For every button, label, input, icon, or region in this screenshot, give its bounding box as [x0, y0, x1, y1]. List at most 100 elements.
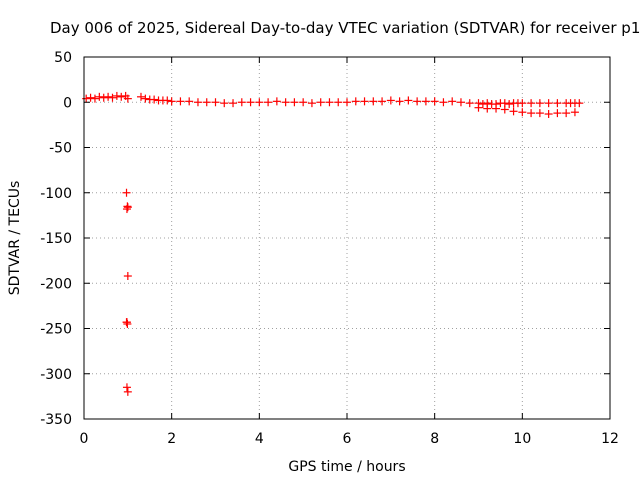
data-point: [202, 98, 211, 107]
data-point: [123, 203, 132, 212]
y-tick-label: -350: [40, 412, 72, 428]
y-tick-label: 0: [63, 95, 72, 111]
data-point: [117, 92, 126, 101]
data-point: [122, 383, 131, 392]
data-point: [343, 98, 351, 107]
data-point: [544, 99, 553, 108]
data-point: [553, 109, 562, 118]
data-point: [150, 95, 159, 104]
data-point: [544, 110, 553, 119]
data-point: [281, 98, 290, 107]
data-point: [90, 94, 99, 103]
data-point: [136, 92, 145, 101]
data-point: [334, 98, 343, 107]
data-point: [82, 94, 91, 103]
data-point: [492, 104, 501, 113]
y-tick-label: -250: [40, 322, 72, 338]
data-point: [360, 97, 369, 106]
data-point: [176, 97, 185, 106]
data-point: [193, 98, 202, 107]
data-point: [527, 109, 536, 118]
data-point: [404, 96, 413, 105]
data-point: [386, 96, 395, 105]
data-point: [108, 93, 117, 102]
x-axis-label: GPS time / hours: [288, 459, 405, 475]
y-axis-label: SDTVAR / TECUs: [7, 181, 23, 296]
data-point: [448, 97, 457, 106]
data-point: [99, 93, 108, 102]
data-point: [483, 104, 492, 113]
data-point: [246, 98, 255, 107]
data-point: [500, 105, 509, 114]
data-point: [122, 188, 131, 197]
x-tick-label: 6: [343, 431, 352, 447]
data-point: [413, 97, 422, 106]
data-point: [220, 99, 229, 108]
y-tick-label: 50: [54, 50, 72, 66]
y-tick-label: -200: [40, 276, 72, 292]
data-point: [122, 205, 131, 214]
data-point: [518, 99, 527, 108]
data-point: [264, 98, 273, 107]
data-point: [456, 98, 465, 107]
data-point: [518, 108, 527, 117]
data-point: [211, 98, 220, 107]
data-point: [421, 97, 430, 106]
y-tick-label: -100: [40, 186, 72, 202]
data-point: [123, 272, 132, 281]
data-point: [527, 99, 536, 108]
tick-labels: 0 2 4 6 8 10 12 50 0 -50 -100 -150 -200 -250 -300 -350: [40, 50, 619, 447]
x-tick-label: 10: [513, 431, 531, 447]
data-point: [465, 99, 474, 108]
data-point: [141, 94, 150, 103]
data-point: [123, 94, 132, 103]
data-point: [255, 98, 264, 107]
x-tick-label: 0: [80, 431, 89, 447]
data-point: [290, 98, 299, 107]
data-point: [535, 109, 544, 118]
data-point: [369, 97, 378, 106]
data-point: [430, 97, 439, 106]
data-point: [562, 109, 571, 118]
data-point: [439, 98, 448, 107]
grid-lines: [84, 57, 610, 419]
data-point: [395, 97, 404, 106]
data-point: [553, 99, 562, 108]
data-point: [505, 100, 514, 109]
data-point: [122, 318, 131, 327]
data-point: [307, 99, 316, 108]
data-point: [237, 98, 246, 107]
data-point: [535, 99, 544, 108]
data-point: [378, 97, 387, 106]
y-tick-label: -50: [49, 141, 72, 157]
x-tick-label: 2: [167, 431, 176, 447]
data-point: [272, 97, 281, 106]
data-point: [185, 97, 194, 106]
data-point: [570, 108, 579, 117]
data-point: [299, 98, 308, 107]
data-point: [575, 99, 584, 108]
data-point: [163, 96, 172, 105]
data-point: [474, 103, 483, 112]
data-point: [167, 97, 176, 106]
data-points: [82, 91, 584, 396]
data-point: [478, 100, 487, 109]
y-tick-label: -150: [40, 231, 72, 247]
data-point: [95, 92, 104, 101]
x-tick-label: 12: [601, 431, 619, 447]
data-point: [112, 91, 121, 100]
data-point: [316, 98, 325, 107]
x-tick-label: 4: [255, 431, 264, 447]
data-point: [509, 107, 518, 116]
data-point: [229, 99, 238, 108]
axis-ticks: [83, 56, 611, 420]
chart-title: Day 006 of 2025, Sidereal Day-to-day VTE…: [50, 19, 640, 37]
data-point: [123, 387, 132, 396]
data-point: [86, 93, 95, 102]
data-point: [351, 97, 360, 106]
data-point: [104, 92, 113, 101]
y-tick-label: -300: [40, 367, 72, 383]
data-point: [325, 98, 334, 107]
x-tick-label: 8: [430, 431, 439, 447]
